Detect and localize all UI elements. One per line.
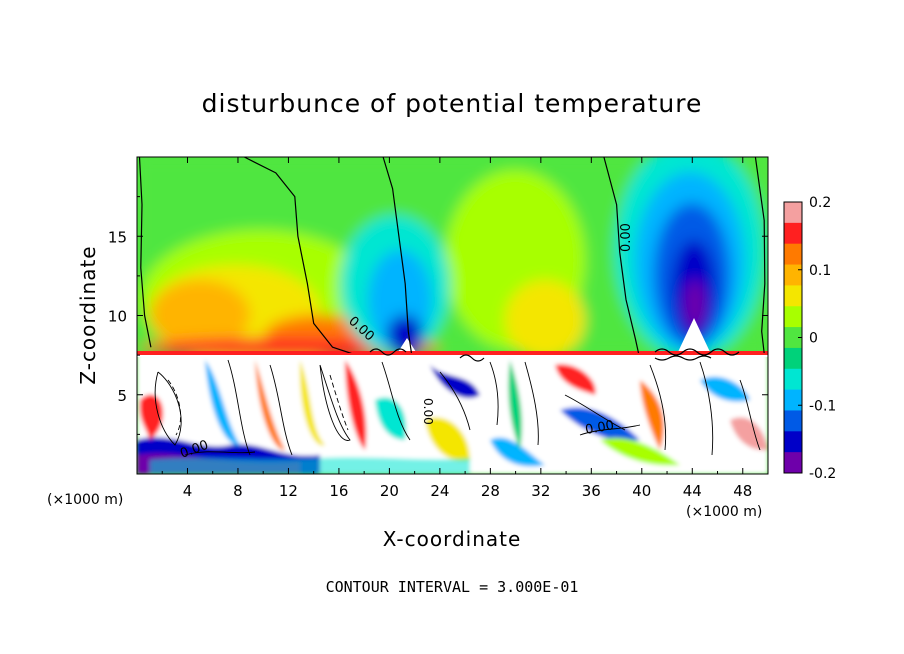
contour-label: 0.00 (619, 223, 634, 252)
lower-layer-field (137, 353, 768, 474)
x-axis: 4 8 12 16 20 24 28 32 36 40 44 48 (161, 157, 752, 500)
y-tick-label: 15 (108, 228, 127, 246)
y-tick-label: 5 (117, 387, 127, 405)
y-axis-label: Z-coordinate (76, 245, 100, 384)
contour-interval: CONTOUR INTERVAL = 3.000E-01 (326, 578, 579, 596)
upper-layer-field (137, 157, 768, 353)
y-axis: 5 10 15 (108, 196, 768, 435)
colorbar: 0.2 0.1 0 -0.1 -0.2 (783, 195, 836, 482)
colorbar-tick-label: -0.1 (809, 398, 836, 414)
x-tick-label: 8 (233, 482, 243, 500)
x-tick-label: 24 (430, 482, 449, 500)
zero-contour-line (754, 157, 766, 353)
x-tick-label: 20 (380, 482, 399, 500)
colorbar-swatch (784, 431, 802, 453)
colorbar-tick-label: 0.1 (809, 263, 831, 279)
x-unit-right: (×1000 m) (686, 504, 762, 520)
x-tick-label: 4 (183, 482, 193, 500)
x-axis-label: X-coordinate (383, 527, 522, 551)
x-tick-label: 28 (481, 482, 500, 500)
colorbar-swatch (784, 347, 802, 370)
colorbar-swatch (784, 306, 802, 328)
zero-contours (138, 157, 766, 353)
zero-contour-line (603, 157, 640, 353)
colorbar-swatch (784, 327, 802, 349)
x-tick-label: 12 (279, 482, 298, 500)
colorbar-swatch (784, 243, 802, 266)
colorbar-tick-label: 0 (809, 331, 818, 347)
colorbar-swatch (784, 389, 802, 411)
contour-label: 0.00 (421, 398, 435, 425)
layer-interface (137, 348, 768, 362)
colorbar-swatch (784, 264, 802, 286)
x-tick-label: 16 (329, 482, 348, 500)
zero-contour-line (382, 157, 413, 353)
colorbar-swatch (784, 368, 802, 391)
colorbar-swatch (784, 452, 802, 474)
colorbar-swatch (784, 410, 802, 432)
colorbar-tick-label: 0.2 (809, 195, 831, 211)
x-tick-label: 32 (531, 482, 550, 500)
zero-contour-line (138, 157, 152, 348)
x-tick-label: 44 (683, 482, 702, 500)
colorbar-swatch (784, 222, 802, 245)
zero-contour-line (244, 157, 352, 353)
colorbar-swatch (784, 285, 802, 307)
y-tick-label: 10 (108, 308, 127, 326)
contour-label: 0.00 (584, 418, 615, 438)
colorbar-swatch (784, 202, 802, 224)
x-unit-left: (×1000 m) (47, 492, 123, 508)
x-tick-label: 36 (582, 482, 601, 500)
chart-title: disturbunce of potential temperature (202, 89, 703, 118)
colorbar-tick-label: -0.2 (809, 466, 836, 482)
x-tick-label: 40 (632, 482, 651, 500)
plot-area: 0.00 0.00 0.00 0.00 0.00 (136, 156, 769, 475)
x-tick-label: 48 (733, 482, 752, 500)
